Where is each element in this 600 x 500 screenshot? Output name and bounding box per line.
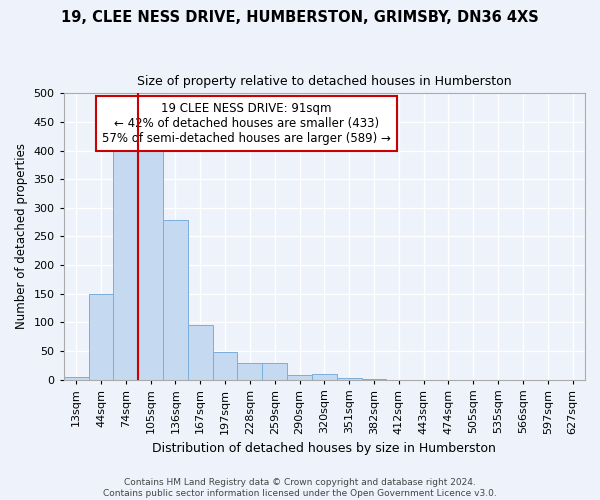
- Bar: [64, 376, 89, 380]
- X-axis label: Distribution of detached houses by size in Humberston: Distribution of detached houses by size …: [152, 442, 496, 455]
- Bar: [163, 220, 188, 380]
- Bar: [312, 374, 337, 380]
- Text: 19, CLEE NESS DRIVE, HUMBERSTON, GRIMSBY, DN36 4XS: 19, CLEE NESS DRIVE, HUMBERSTON, GRIMSBY…: [61, 10, 539, 25]
- Title: Size of property relative to detached houses in Humberston: Size of property relative to detached ho…: [137, 75, 512, 88]
- Bar: [262, 363, 287, 380]
- Y-axis label: Number of detached properties: Number of detached properties: [15, 144, 28, 330]
- Text: 19 CLEE NESS DRIVE: 91sqm
← 42% of detached houses are smaller (433)
57% of semi: 19 CLEE NESS DRIVE: 91sqm ← 42% of detac…: [102, 102, 391, 145]
- Text: Contains HM Land Registry data © Crown copyright and database right 2024.
Contai: Contains HM Land Registry data © Crown c…: [103, 478, 497, 498]
- Bar: [113, 139, 138, 380]
- Bar: [212, 352, 238, 380]
- Bar: [188, 325, 212, 380]
- Bar: [337, 378, 362, 380]
- Bar: [362, 379, 386, 380]
- Bar: [89, 294, 113, 380]
- Bar: [238, 363, 262, 380]
- Bar: [138, 139, 163, 380]
- Bar: [287, 375, 312, 380]
